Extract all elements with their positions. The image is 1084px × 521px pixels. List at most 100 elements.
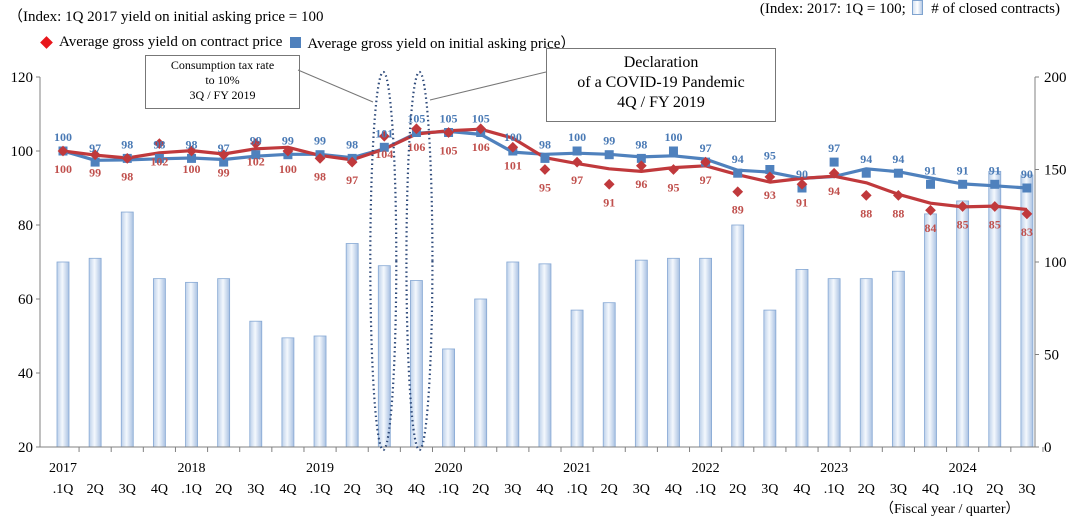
label-contract-price-19: 95 xyxy=(667,181,679,195)
label-asking-price-16: 100 xyxy=(568,130,586,144)
marker-contract-price-15 xyxy=(539,164,551,175)
label-contract-price-9: 97 xyxy=(346,173,358,187)
x-quarter-label-2: 3Q xyxy=(119,482,136,497)
label-asking-price-7: 99 xyxy=(282,134,294,148)
left-tick-label-0: 20 xyxy=(18,440,33,456)
label-asking-price-14: 100 xyxy=(504,130,522,144)
annotation-covid-line3: 4Q / FY 2019 xyxy=(617,94,705,111)
x-year-label-20: 2022 xyxy=(692,461,720,476)
x-quarter-label-25: 2Q xyxy=(858,482,875,497)
label-contract-price-1: 99 xyxy=(89,166,101,180)
label-contract-price-2: 98 xyxy=(121,169,133,183)
bar-contracts-16 xyxy=(570,309,584,448)
bar-contracts-4 xyxy=(185,281,198,448)
label-contract-price-23: 91 xyxy=(796,195,808,209)
x-quarter-label-4: .1Q xyxy=(181,482,202,497)
label-asking-price-22: 95 xyxy=(764,149,776,163)
x-quarter-label-13: 2Q xyxy=(472,482,489,497)
label-asking-price-27: 91 xyxy=(925,163,937,177)
marker-asking-price-21 xyxy=(733,168,743,178)
marker-asking-price-6 xyxy=(251,150,261,160)
bar-contracts-21 xyxy=(731,224,745,448)
annotation-tax-line3: 3Q / FY 2019 xyxy=(189,88,256,102)
x-quarter-label-17: 2Q xyxy=(601,482,618,497)
right-tick-label-1: 50 xyxy=(1044,348,1059,364)
x-quarter-label-11: 4Q xyxy=(408,482,425,497)
bar-contracts-10 xyxy=(377,265,391,448)
x-quarter-label-29: 2Q xyxy=(986,482,1003,497)
marker-asking-price-22 xyxy=(765,165,775,174)
marker-contract-price-21 xyxy=(732,186,744,198)
label-contract-price-11: 106 xyxy=(407,140,425,154)
label-contract-price-6: 102 xyxy=(247,155,265,169)
label-contract-price-12: 105 xyxy=(440,144,458,158)
x-quarter-label-15: 4Q xyxy=(536,482,553,497)
label-contract-price-7: 100 xyxy=(279,162,297,176)
annotation-tax-rate: Consumption tax rate to 10% 3Q / FY 2019 xyxy=(145,55,300,109)
marker-contract-price-13 xyxy=(475,123,487,135)
annotation-covid-line2: of a COVID-19 Pandemic xyxy=(577,74,745,91)
label-asking-price-17: 99 xyxy=(603,134,615,148)
label-asking-price-0: 100 xyxy=(54,130,72,144)
bar-contracts-29 xyxy=(988,170,1002,448)
annotation-covid: Declaration of a COVID-19 Pandemic 4Q / … xyxy=(546,48,776,122)
legend-contract-price: Average gross yield on contract price xyxy=(59,34,283,50)
x-quarter-label-27: 4Q xyxy=(922,482,939,497)
marker-contract-price-27 xyxy=(925,204,936,216)
marker-asking-price-3 xyxy=(154,153,164,163)
x-quarter-label-26: 3Q xyxy=(890,482,907,497)
left-tick-label-2: 60 xyxy=(18,292,33,308)
bar-contracts-7 xyxy=(281,337,295,448)
marker-asking-price-28 xyxy=(958,179,968,189)
bar-contracts-25 xyxy=(859,278,873,448)
bar-contracts-12 xyxy=(442,348,455,448)
label-contract-price-25: 88 xyxy=(860,206,872,220)
x-quarter-label-10: 3Q xyxy=(376,482,393,497)
bar-contracts-20 xyxy=(699,257,712,448)
marker-contract-price-25 xyxy=(860,190,872,201)
label-contract-price-13: 106 xyxy=(472,140,490,154)
title-right-prefix: (Index: 2017: 1Q = 100; xyxy=(759,1,906,17)
marker-contract-price-2 xyxy=(121,153,133,164)
label-asking-price-15: 98 xyxy=(539,137,551,151)
marker-contract-price-5 xyxy=(218,149,230,161)
label-asking-price-2: 98 xyxy=(121,137,133,151)
label-asking-price-30: 90 xyxy=(1021,167,1033,181)
label-contract-price-18: 96 xyxy=(635,177,647,191)
marker-asking-price-27 xyxy=(926,179,936,189)
x-year-label-12: 2020 xyxy=(435,461,463,476)
label-asking-price-19: 100 xyxy=(664,130,682,144)
x-year-label-4: 2018 xyxy=(178,461,206,476)
x-quarter-label-1: 2Q xyxy=(87,482,104,497)
label-contract-price-22: 93 xyxy=(764,188,776,202)
marker-asking-price-29 xyxy=(990,179,1000,189)
label-contract-price-3: 102 xyxy=(150,155,168,169)
bar-contracts-14 xyxy=(506,261,520,448)
label-asking-price-13: 105 xyxy=(472,112,490,126)
marker-contract-price-6 xyxy=(250,138,262,149)
legend-asking-price: Average gross yield on initial asking pr… xyxy=(307,36,576,52)
label-asking-price-12: 105 xyxy=(440,112,458,126)
left-tick-label-4: 100 xyxy=(11,144,34,160)
label-contract-price-14: 101 xyxy=(504,158,522,172)
marker-contract-price-12 xyxy=(443,127,454,138)
annotation-tax-line1: Consumption tax rate xyxy=(170,58,275,72)
label-asking-price-3: 98 xyxy=(153,137,165,151)
marker-contract-price-16 xyxy=(571,156,583,168)
bar-contracts-3 xyxy=(152,278,166,448)
x-quarter-label-3: 4Q xyxy=(151,482,168,497)
bar-contracts-0 xyxy=(56,261,70,448)
bar-contracts-19 xyxy=(667,257,680,448)
right-tick-label-0: 0 xyxy=(1044,440,1052,456)
label-asking-price-25: 94 xyxy=(860,152,872,166)
label-contract-price-8: 98 xyxy=(314,169,326,183)
label-asking-price-29: 91 xyxy=(989,163,1001,177)
x-quarter-label-8: .1Q xyxy=(310,482,331,497)
bar-contracts-17 xyxy=(602,302,616,448)
x-quarter-label-12: .1Q xyxy=(438,482,459,497)
bar-contracts-26 xyxy=(891,270,905,448)
label-asking-price-21: 94 xyxy=(732,152,744,166)
bar-contracts-28 xyxy=(956,200,970,448)
label-asking-price-9: 98 xyxy=(346,137,358,151)
